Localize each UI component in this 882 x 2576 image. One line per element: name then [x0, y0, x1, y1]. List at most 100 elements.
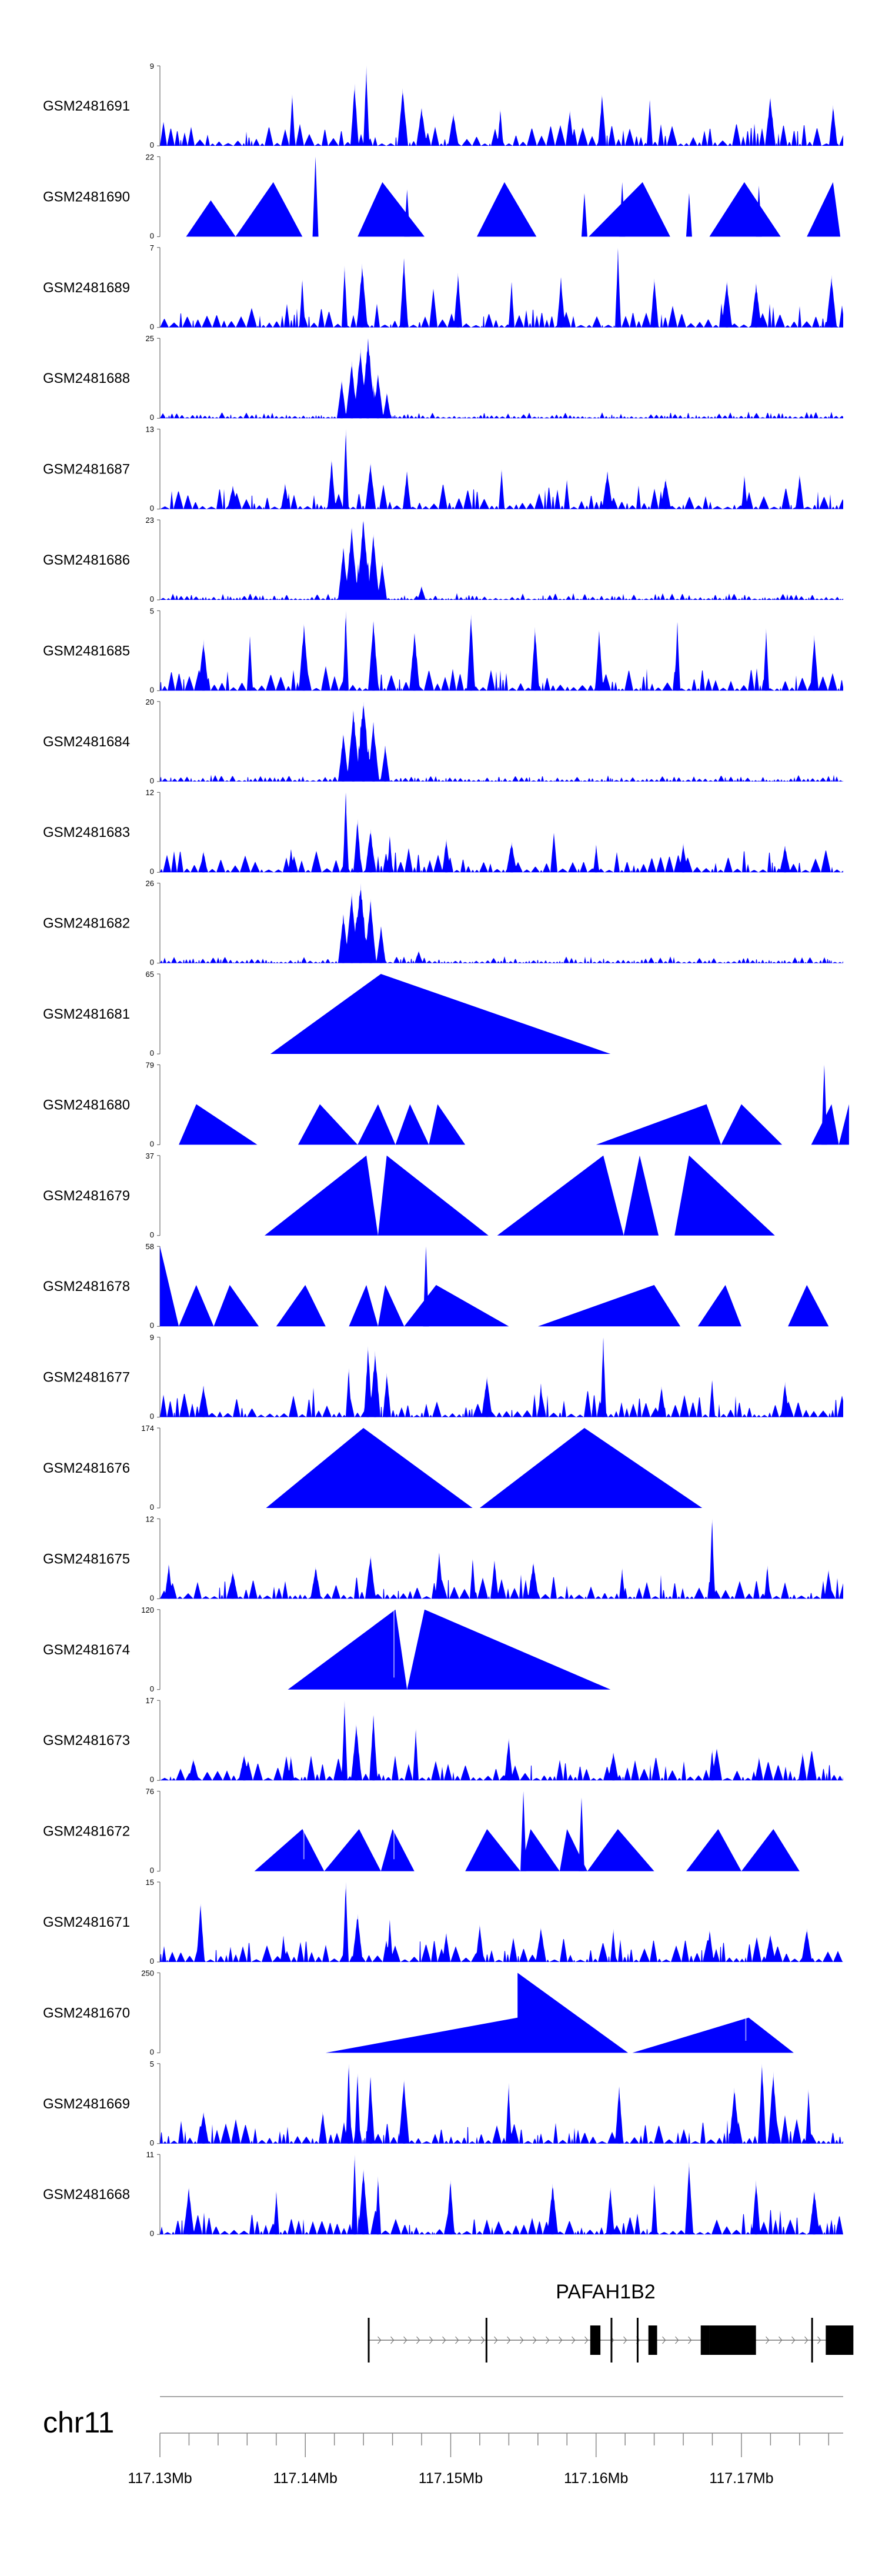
track-label: GSM2481687: [43, 462, 130, 478]
signal-peak: [539, 1383, 542, 1417]
exon-block: [368, 2318, 370, 2363]
signal-peak: [813, 635, 816, 691]
strand-arrow-icon: [403, 2336, 407, 2344]
signal-peak: [417, 950, 420, 963]
y-min-label: 0: [150, 595, 154, 603]
track-GSM2481680: GSM2481680 79 0: [43, 1060, 849, 1148]
y-min-label: 0: [150, 413, 154, 422]
coverage-area: [160, 1337, 843, 1417]
coverage-area: [270, 974, 611, 1054]
track-label: GSM2481675: [43, 1551, 130, 1567]
y-min-label: 0: [150, 141, 154, 149]
track-label: GSM2481676: [43, 1460, 130, 1476]
coverage-area: [160, 1522, 843, 1599]
track-GSM2481673: GSM2481673 17 0: [43, 1696, 843, 1784]
signal-peak: [202, 2111, 205, 2144]
y-max-label: 11: [146, 2150, 155, 2159]
y-min-label: 0: [150, 776, 154, 785]
track-label: GSM2481670: [43, 2005, 130, 2021]
strand-arrow-icon: [546, 2336, 550, 2344]
strand-arrow-icon: [533, 2336, 537, 2344]
strand-arrow-icon: [572, 2336, 576, 2344]
track-label: GSM2481677: [43, 1370, 130, 1386]
signal-peak: [192, 1759, 195, 1781]
signal-peak: [314, 1567, 317, 1599]
signal-peak: [401, 88, 404, 146]
strand-arrow-icon: [416, 2336, 420, 2344]
signal-peak: [711, 1380, 714, 1417]
x-tick-label: 117.14Mb: [273, 2470, 338, 2487]
signal-peak: [379, 926, 382, 963]
y-max-label: 250: [141, 1968, 154, 1977]
track-GSM2481689: GSM2481689 7 0: [43, 243, 843, 331]
signal-peak: [342, 548, 345, 600]
signal-peak: [743, 475, 746, 509]
signal-peak: [754, 283, 757, 328]
signal-peak: [764, 628, 767, 691]
signal-peak: [413, 633, 416, 691]
signal-peak: [602, 1337, 605, 1417]
track-label: GSM2481689: [43, 280, 130, 296]
signal-peak: [369, 2076, 372, 2144]
signal-peak: [551, 2183, 554, 2235]
signal-peak: [726, 281, 729, 328]
signal-peak: [510, 282, 513, 328]
signal-peak: [376, 373, 379, 419]
track-GSM2481679: GSM2481679 37 0: [43, 1152, 775, 1239]
coverage-area: [160, 1706, 843, 1781]
y-min-label: 0: [150, 1503, 154, 1511]
signal-spike: [423, 1246, 429, 1327]
chromosome-label: chr11: [43, 2406, 114, 2439]
exon-block: [811, 2318, 813, 2363]
strand-arrow-icon: [662, 2336, 666, 2344]
signal-peak: [350, 361, 353, 419]
strand-arrow-icon: [766, 2336, 770, 2344]
signal-peak: [345, 610, 348, 691]
strand-arrow-icon: [817, 2336, 821, 2344]
exon-block: [610, 2318, 613, 2363]
signal-peak: [609, 2187, 612, 2235]
signal-peak: [290, 94, 293, 146]
y-max-label: 37: [146, 1152, 154, 1160]
signal-peak: [664, 478, 667, 509]
y-max-label: 7: [150, 243, 154, 252]
coverage-tracks: GSM248169190GSM2481690220GSM248168970GSM…: [43, 62, 849, 2238]
track-label: GSM2481669: [43, 2096, 130, 2112]
signal-peak: [369, 898, 372, 963]
track-label: GSM2481679: [43, 1188, 130, 1204]
track-label: GSM2481691: [43, 98, 130, 114]
strand-arrow-icon: [494, 2336, 498, 2344]
track-label: GSM2481686: [43, 552, 130, 568]
signal-spike: [619, 182, 626, 237]
y-max-label: 12: [146, 788, 154, 797]
signal-peak: [385, 1373, 388, 1417]
signal-peak: [167, 1564, 170, 1599]
x-tick-label: 117.13Mb: [128, 2470, 192, 2487]
signal-peak: [202, 850, 205, 873]
y-min-label: 0: [150, 958, 154, 967]
signal-peak: [372, 1714, 375, 1781]
signal-peak: [798, 475, 801, 509]
y-min-label: 0: [150, 504, 154, 513]
track-label: GSM2481668: [43, 2187, 130, 2203]
signal-peak: [415, 1729, 417, 1781]
signal-peak: [566, 479, 569, 509]
signal-peak: [807, 2089, 810, 2144]
signal-peak: [597, 630, 600, 691]
signal-peak: [356, 819, 359, 873]
signal-peak: [345, 429, 348, 509]
signal-peak: [594, 844, 597, 873]
signal-peak: [231, 485, 234, 509]
track-label: GSM2481671: [43, 1914, 130, 1930]
signal-peak: [388, 1919, 391, 1962]
strand-arrow-icon: [623, 2336, 627, 2344]
signal-peak: [282, 1935, 285, 1962]
signal-peak: [345, 1882, 348, 1962]
signal-peak: [621, 1568, 624, 1599]
y-max-label: 5: [150, 2060, 154, 2068]
signal-peak: [471, 1559, 474, 1599]
strand-arrow-icon: [675, 2336, 679, 2344]
y-min-label: 0: [150, 231, 154, 240]
track-GSM2481676: GSM2481676 174 0: [43, 1424, 703, 1511]
signal-peak: [360, 263, 363, 328]
